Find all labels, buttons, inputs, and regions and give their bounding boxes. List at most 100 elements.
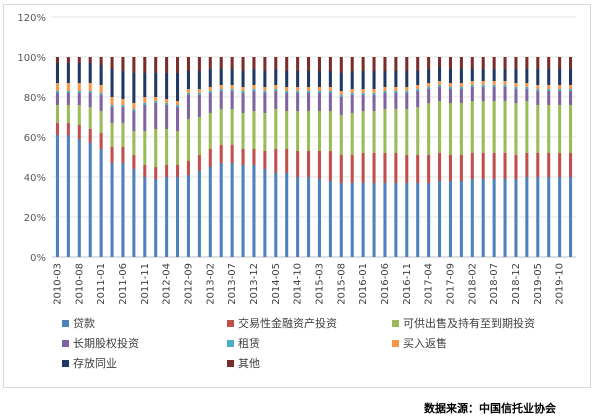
bar-stack (328, 57, 332, 257)
bar-segment (165, 129, 169, 165)
bar-segment (470, 101, 474, 153)
bar-segment (328, 57, 332, 71)
bar-segment (361, 57, 365, 71)
bar-segment (99, 57, 103, 65)
x-tick-label: 2013-12 (249, 263, 260, 305)
bar-segment (383, 183, 387, 257)
bar-stack (339, 57, 343, 257)
y-tick-label: 120% (17, 13, 46, 24)
bar-segment (383, 91, 387, 93)
bar-segment (394, 87, 398, 91)
legend-item: 长期股权投资 (62, 336, 139, 352)
bar-segment (296, 91, 300, 93)
bar-segment (88, 129, 92, 143)
bar-segment (263, 87, 267, 91)
bar-segment (252, 91, 256, 111)
bar-segment (547, 105, 551, 153)
bar-segment (525, 153, 529, 177)
bar-segment (503, 153, 507, 179)
bar-segment (285, 173, 289, 257)
bar-segment (88, 93, 92, 107)
bar-segment (230, 91, 234, 109)
bar-segment (328, 71, 332, 87)
bar-segment (503, 69, 507, 81)
bar-stack (459, 57, 463, 257)
bar-segment (55, 105, 59, 123)
legend-label: 存放同业 (73, 357, 117, 370)
bar-segment (438, 87, 442, 101)
bar-segment (492, 85, 496, 87)
bar-segment (503, 101, 507, 153)
bar-segment (525, 87, 529, 89)
bar-segment (394, 109, 398, 153)
x-tick-label: 2017-04 (424, 263, 435, 305)
bar-segment (481, 101, 485, 153)
bar-segment (230, 69, 234, 85)
bar-segment (405, 57, 409, 71)
bar-stack (77, 57, 81, 257)
bar-segment (361, 111, 365, 153)
bar-segment (427, 57, 431, 69)
bar-segment (569, 89, 573, 91)
bar-stack (285, 57, 289, 257)
bar-segment (317, 91, 321, 93)
x-tick-label: 2011-11 (140, 263, 151, 305)
bar-stack (492, 57, 496, 257)
bar-segment (88, 57, 92, 63)
bar-stack (274, 57, 278, 257)
x-tick-label: 2015-03 (314, 263, 325, 305)
bar-segment (143, 165, 147, 177)
bar-segment (154, 167, 158, 179)
bar-segment (459, 181, 463, 257)
bar-segment (459, 57, 463, 69)
bar-segment (361, 89, 365, 93)
bar-stack (263, 57, 267, 257)
bar-stack (481, 57, 485, 257)
legend-label: 可供出售及持有至到期投资 (403, 317, 535, 330)
bar-segment (296, 151, 300, 177)
bar-segment (274, 69, 278, 85)
bar-segment (110, 123, 114, 147)
bar-segment (569, 105, 573, 153)
bar-segment (208, 57, 212, 69)
bar-segment (143, 105, 147, 131)
bar-segment (339, 73, 343, 91)
bar-segment (186, 89, 190, 93)
legend-swatch (392, 319, 399, 327)
bar-segment (427, 87, 431, 89)
bar-segment (307, 151, 311, 177)
bar-segment (241, 93, 245, 113)
bar-segment (132, 111, 136, 131)
legend-label: 贷款 (73, 317, 95, 330)
bar-segment (547, 177, 551, 257)
bar-segment (263, 71, 267, 87)
bar-segment (176, 57, 180, 73)
bar-segment (492, 101, 496, 153)
bar-segment (405, 91, 409, 93)
bar-segment (383, 71, 387, 87)
bar-segment (438, 181, 442, 257)
bar-segment (448, 155, 452, 181)
bar-segment (132, 103, 136, 109)
bar-segment (186, 161, 190, 175)
bar-segment (372, 89, 376, 93)
x-tick-label: 2016-06 (380, 263, 391, 305)
bar-stack (569, 57, 573, 257)
bar-stack (558, 57, 562, 257)
bar-stacks (55, 57, 573, 257)
bar-segment (99, 85, 103, 93)
bar-segment (176, 177, 180, 257)
bar-segment (219, 57, 223, 69)
bar-segment (383, 93, 387, 109)
bar-segment (438, 67, 442, 81)
bar-segment (110, 107, 114, 123)
bar-segment (208, 113, 212, 149)
bar-segment (241, 165, 245, 257)
bar-segment (525, 69, 529, 83)
bar-segment (514, 57, 518, 69)
bar-segment (307, 57, 311, 71)
bar-segment (438, 85, 442, 87)
bar-segment (143, 131, 147, 165)
bar-segment (536, 153, 540, 177)
bar-segment (274, 91, 278, 109)
